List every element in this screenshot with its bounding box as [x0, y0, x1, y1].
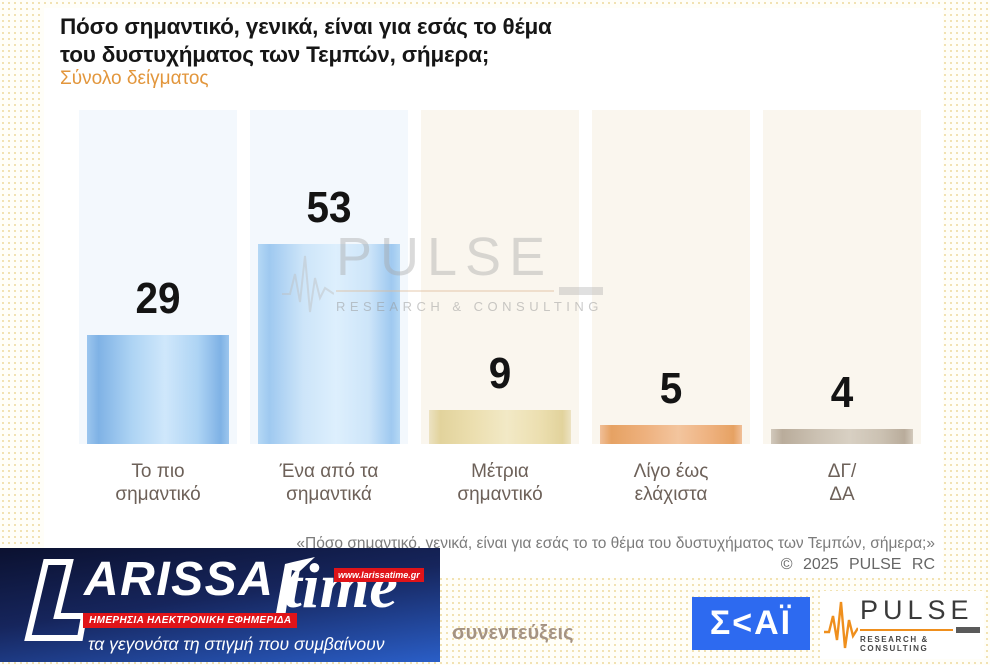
- footnote: «Πόσο σημαντικό, γενικά, είναι για εσάς …: [296, 535, 935, 574]
- chart-title: Πόσο σημαντικό, γενικά, είναι για εσάς τ…: [60, 13, 552, 69]
- category-label-2: Ένα από τα σημαντικά: [279, 461, 379, 506]
- bar-column-4: 5: [592, 110, 750, 444]
- larissatime-tagline: τα γεγονότα τη στιγμή που συμβαίνουν: [88, 634, 385, 654]
- bar-column-2: 53: [250, 110, 408, 444]
- larissatime-url-badge: www.larissatime.gr: [334, 568, 424, 582]
- skai-logo-text: Σ<ΑΪ: [709, 604, 793, 642]
- bar-4: [600, 425, 742, 444]
- bar-column-1: 29: [79, 110, 237, 444]
- bar-chart: 29 53 9 5 4: [79, 110, 921, 444]
- pulse-logo: PULSE RESEARCH & CONSULTING: [820, 591, 984, 659]
- chart-panel: Πόσο σημαντικό, γενικά, είναι για εσάς τ…: [44, 8, 943, 578]
- chart-subtitle: Σύνολο δείγματος: [60, 68, 209, 89]
- category-label-4: Λίγο έως ελάχιστα: [633, 461, 709, 506]
- bar-1: [87, 335, 229, 444]
- bar-value-1: 29: [135, 274, 181, 323]
- category-label-3: Μέτρια σημαντικό: [457, 461, 543, 506]
- bar-column-5: 4: [763, 110, 921, 444]
- chart-title-line1: Πόσο σημαντικό, γενικά, είναι για εσάς τ…: [60, 14, 552, 39]
- bar-column-3: 9: [421, 110, 579, 444]
- larissatime-banner: ARISSA time www.larissatime.gr ΗΜΕΡΗΣΙΑ …: [0, 548, 440, 662]
- category-label-1: Το πιο σημαντικό: [115, 461, 201, 506]
- category-label-5: ΔΓ/ΔΑ: [827, 461, 857, 506]
- pulse-logo-tagline: RESEARCH & CONSULTING: [860, 635, 929, 653]
- bar-2: [258, 244, 400, 444]
- bar-value-5: 4: [830, 368, 854, 417]
- pulse-logo-mark: [956, 627, 980, 633]
- footnote-quote: «Πόσο σημαντικό, γενικά, είναι για εσάς …: [296, 535, 935, 552]
- larissatime-flag-icon: [274, 557, 315, 624]
- larissatime-red-strip: ΗΜΕΡΗΣΙΑ ΗΛΕΚΤΡΟΝΙΚΗ ΕΦΗΜΕΡΙΔΑ: [83, 613, 298, 628]
- skai-logo: Σ<ΑΪ: [692, 597, 810, 650]
- larissatime-l-icon: [24, 559, 88, 641]
- bar-chart-category-labels: Το πιο σημαντικό Ένα από τα σημαντικά Μέτρια…: [79, 460, 921, 506]
- bar-value-3: 9: [488, 349, 512, 398]
- bar-5: [771, 429, 913, 444]
- bar-value-2: 53: [306, 183, 352, 232]
- bar-3: [429, 410, 571, 444]
- pulse-logo-brand: PULSE: [860, 595, 974, 625]
- pulse-logo-divider: [860, 629, 953, 631]
- pulse-waveform-icon: [824, 601, 858, 649]
- footnote-copyright: © 2025 PULSE RC: [780, 556, 935, 573]
- methodology-text-fragment: συνεντεύξεις: [452, 622, 574, 644]
- larissatime-name-part1: ARISSA: [84, 553, 275, 606]
- bar-value-4: 5: [659, 364, 683, 413]
- chart-title-line2: του δυστυχήματος των Τεμπών, σήμερα;: [60, 41, 490, 67]
